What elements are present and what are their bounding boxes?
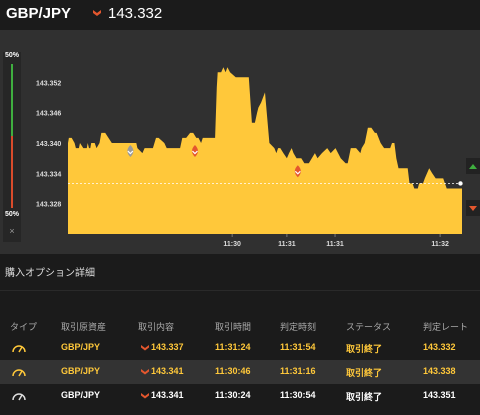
level-top-label: 50% [4,52,19,59]
row-judge-time: 11:30:54 [280,390,316,400]
x-tick-label: 11:30 [223,241,241,248]
gauge-icon [12,369,26,377]
col-status: ステータス [346,322,392,332]
row-final-rate: 143.338 [423,366,456,376]
row-time: 11:30:24 [215,390,251,400]
x-tick-label: 11:32 [431,241,449,248]
down-arrow-icon [141,345,149,351]
col-asset: 取引原資産 [61,322,107,332]
row-judge-time: 11:31:54 [280,342,316,352]
col-type: タイプ [10,322,38,332]
divider [0,290,480,291]
col-final-rate: 判定レート [423,322,469,332]
row-final-rate: 143.351 [423,390,456,400]
y-tick-label: 143.352 [36,80,61,87]
section-title: 購入オプション詳細 [5,268,95,279]
table-row[interactable]: GBP/JPY 143.337 11:31:24 11:31:54 取引終了 143.33… [0,336,480,360]
row-time: 11:31:24 [215,342,251,352]
row-rate: 143.341 [151,390,184,400]
row-status: 取引終了 [346,368,383,378]
trade-marker-icon [191,145,198,158]
position-level-bar: 50% 50% × [3,52,21,242]
row-status: 取引終了 [346,392,383,402]
trade-table: タイプ 取引原資産 取引内容 取引時間 判定時刻 ステータス 判定レート GBP… [0,317,480,408]
current-price-dot [458,181,463,186]
price-chart[interactable]: 143.352 143.346 143.340 143.334 143.328 11:30… [36,52,464,260]
row-asset: GBP/JPY [61,342,101,352]
col-judge: 判定時刻 [280,322,317,332]
level-down-bar [11,136,13,208]
down-arrow-icon [469,206,477,211]
currency-pair[interactable]: GBP/JPY [6,5,72,22]
marker-arrow [192,150,198,155]
row-time: 11:30:46 [215,366,251,376]
up-arrow-icon [469,164,477,169]
col-time: 取引時間 [215,322,252,332]
level-bottom-label: 50% [4,211,19,218]
row-asset: GBP/JPY [61,390,101,400]
y-tick-label: 143.328 [36,202,61,209]
price-area [68,67,462,234]
row-final-rate: 143.332 [423,342,456,352]
gauge-icon [12,345,26,353]
marker-arrow [294,170,301,175]
up-indicator-tab[interactable] [466,158,480,174]
current-price: 143.332 [108,5,163,22]
down-indicator-tab[interactable] [466,200,480,216]
table-row[interactable]: GBP/JPY 143.341 11:30:46 11:31:16 取引終了 143.33… [0,360,480,384]
row-rate: 143.341 [151,366,184,376]
down-arrow-icon [141,393,149,399]
marker-arrow [127,150,134,155]
row-judge-time: 11:31:16 [280,366,316,376]
y-tick-label: 143.346 [36,111,61,118]
x-tick-label: 11:31 [326,241,344,248]
row-asset: GBP/JPY [61,366,101,376]
level-up-bar [11,64,13,136]
down-arrow-icon [93,10,101,16]
chart-panel: 50% 50% × 143.352 143.346 143.340 143.334 14… [0,30,480,254]
trade-marker-icon [294,165,301,178]
y-tick-label: 143.334 [36,171,61,178]
table-row[interactable]: GBP/JPY 143.341 11:30:24 11:30:54 取引終了 143.35… [0,384,480,408]
top-bar: GBP/JPY 143.332 [0,0,480,30]
close-icon[interactable]: × [9,226,15,236]
y-tick-label: 143.340 [36,141,61,148]
col-content: 取引内容 [138,322,175,332]
down-arrow-icon [141,369,149,375]
row-rate: 143.337 [151,342,184,352]
trade-marker-icon [127,145,134,158]
table-header: タイプ 取引原資産 取引内容 取引時間 判定時刻 ステータス 判定レート [0,317,480,336]
x-tick-label: 11:31 [278,241,296,248]
row-status: 取引終了 [346,344,383,354]
gauge-icon [12,393,26,401]
